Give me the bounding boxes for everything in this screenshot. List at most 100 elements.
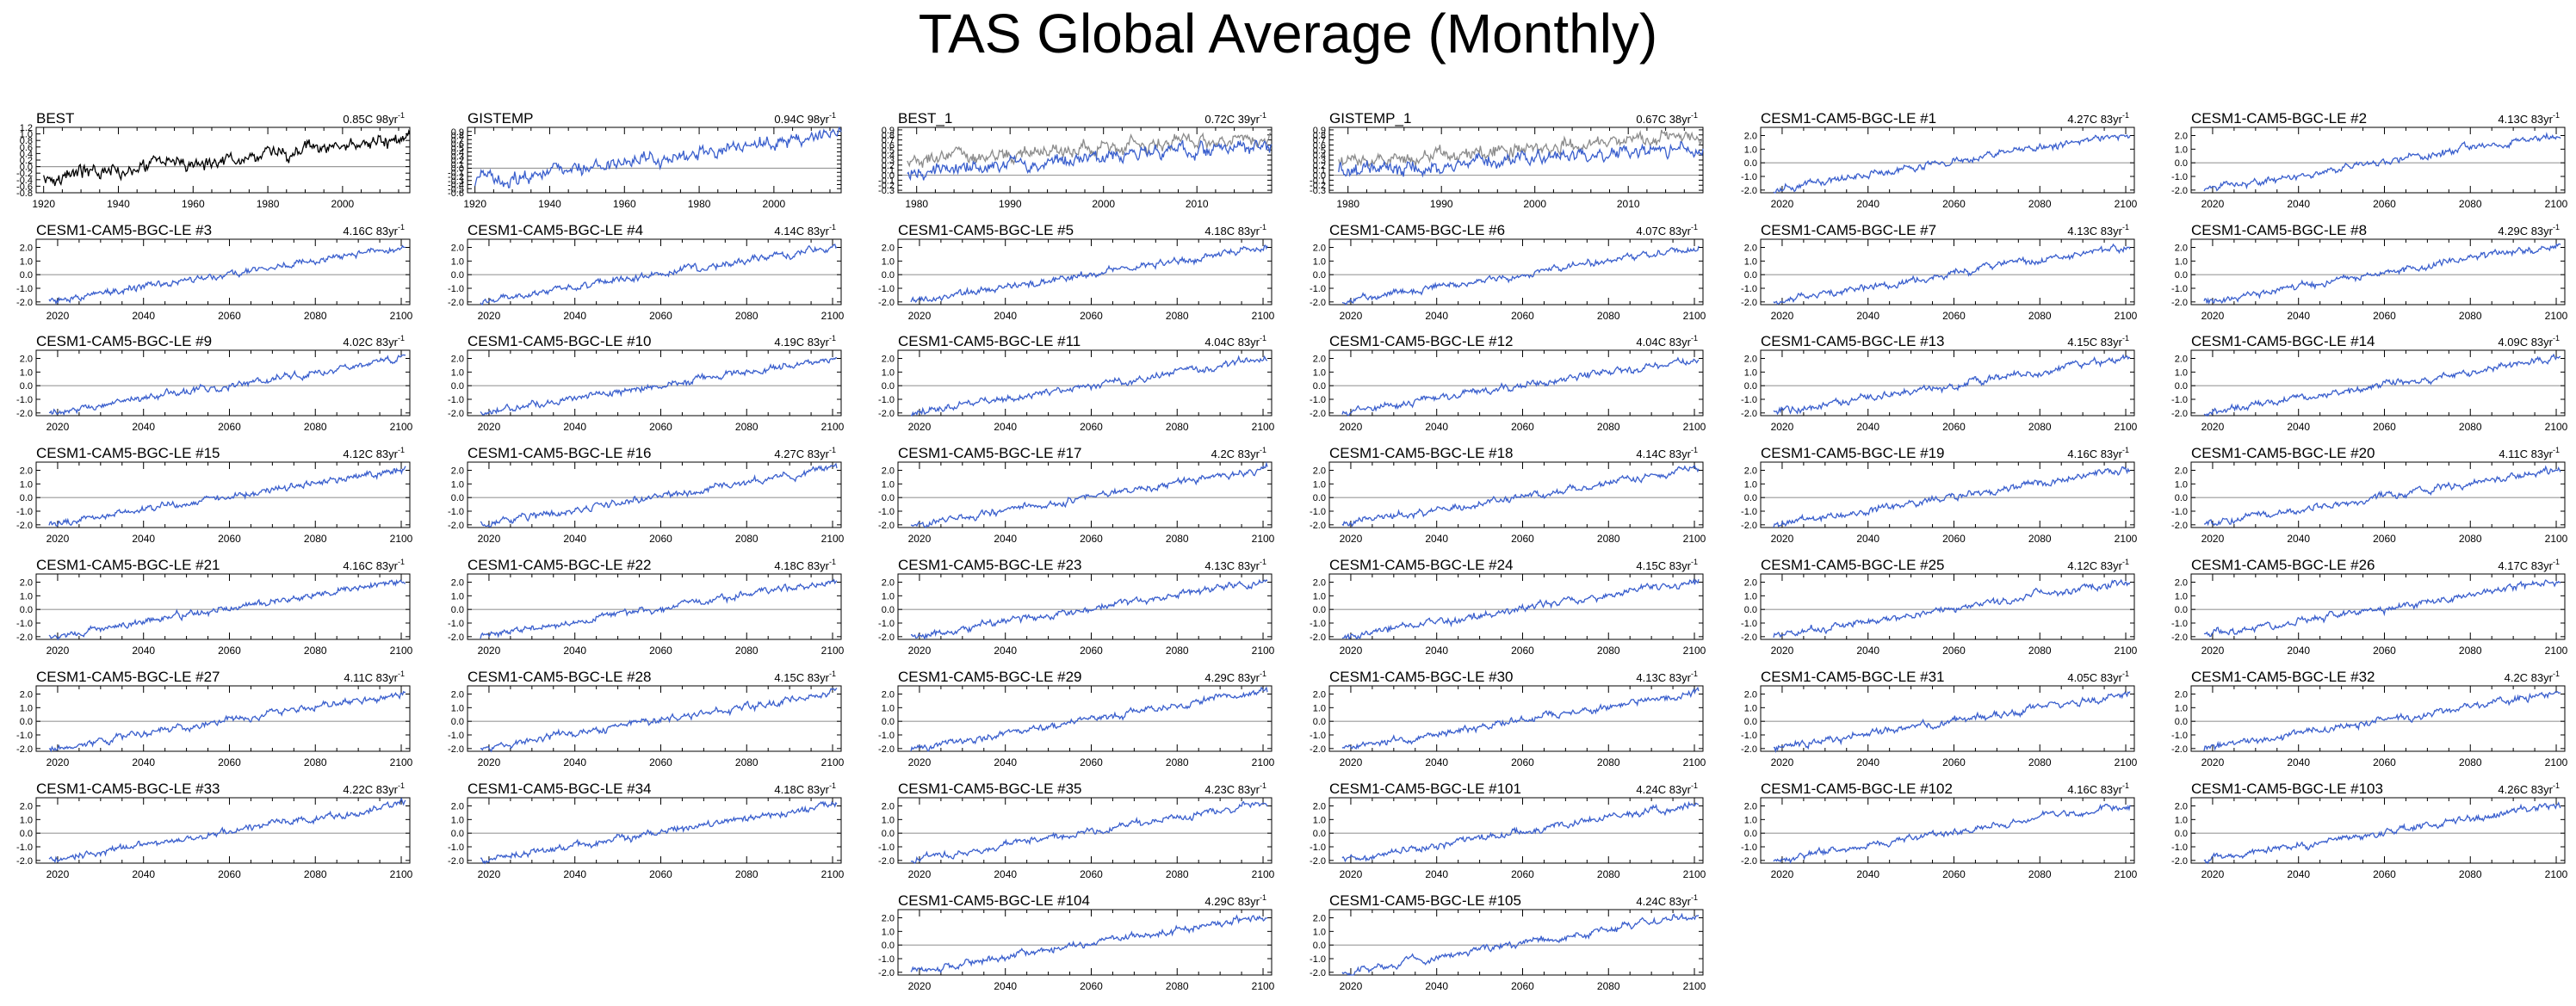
x-tick-label: 2010 xyxy=(1186,198,1209,210)
plot-frame xyxy=(2190,461,2566,528)
x-tick-label: 2020 xyxy=(908,310,932,322)
x-tick-label: 2020 xyxy=(2201,868,2225,880)
plot-frame xyxy=(35,573,411,640)
x-tick-label: 2060 xyxy=(1942,533,1966,545)
trend-label: 4.13C 83yr-1 xyxy=(1636,670,1698,684)
series-line xyxy=(1773,354,2131,416)
x-tick-label: 2080 xyxy=(2459,868,2482,880)
y-tick-label: -2.0 xyxy=(16,744,33,755)
panel-28: CESM1-CAM5-BGC-LE #24 4.15C 83yr-1 -2.0 -1.… xyxy=(1310,557,1706,657)
y-tick-label: -0.3 xyxy=(1310,186,1326,196)
panel-title: CESM1-CAM5-BGC-LE #35 xyxy=(898,781,1082,797)
x-tick-label: 2060 xyxy=(1942,310,1966,322)
y-tick-label: 0.3 xyxy=(451,151,464,162)
y-tick-label: 1.0 xyxy=(451,591,464,602)
panel-title: CESM1-CAM5-BGC-LE #27 xyxy=(36,669,220,685)
panel-10: CESM1-CAM5-BGC-LE #6 4.07C 83yr-1 -2.0 -1.0… xyxy=(1310,222,1706,322)
y-tick-label: 0.6 xyxy=(451,139,464,150)
x-tick-label: 2080 xyxy=(1597,756,1620,768)
y-tick-label: 0.0 xyxy=(882,829,895,839)
y-tick-label: -1.0 xyxy=(448,284,464,294)
panel-title: GISTEMP_1 xyxy=(1329,110,1411,127)
y-tick-label: 2.0 xyxy=(20,244,33,254)
y-tick-label: 0.2 xyxy=(20,156,33,166)
panel-7: CESM1-CAM5-BGC-LE #3 4.16C 83yr-1 -2.0 -1.0… xyxy=(16,222,413,322)
panel-40: CESM1-CAM5-BGC-LE #101 4.24C 83yr-1 -2.0 -1… xyxy=(1310,781,1706,880)
y-tick-label: -2.0 xyxy=(448,409,464,419)
trend-label: 0.94C 98yr-1 xyxy=(774,111,836,126)
x-tick-label: 1990 xyxy=(999,198,1022,210)
x-tick-label: 2060 xyxy=(218,868,241,880)
panel-33: CESM1-CAM5-BGC-LE #29 4.29C 83yr-1 -2.0 -1.… xyxy=(878,669,1275,768)
plot-frame xyxy=(897,127,1273,194)
trend-label: 4.05C 83yr-1 xyxy=(2067,670,2129,684)
y-tick-label: 0.0 xyxy=(2175,158,2188,169)
plot-frame xyxy=(897,461,1273,528)
x-tick-label: 2040 xyxy=(132,533,155,545)
y-tick-label: -1.0 xyxy=(16,284,33,294)
x-tick-label: 2020 xyxy=(478,645,501,657)
x-tick-label: 2020 xyxy=(1340,533,1363,545)
y-tick-label: -2.0 xyxy=(878,856,895,867)
y-tick-label: -1.0 xyxy=(448,395,464,405)
x-tick-label: 2020 xyxy=(2201,756,2225,768)
panel-14: CESM1-CAM5-BGC-LE #10 4.19C 83yr-1 -2.0 -1.… xyxy=(448,333,845,433)
x-tick-label: 2040 xyxy=(1425,868,1448,880)
x-tick-label: 1920 xyxy=(32,198,55,210)
y-tick-label: 0.0 xyxy=(451,717,464,727)
x-tick-label: 2100 xyxy=(2115,421,2138,433)
trend-label: 4.11C 83yr-1 xyxy=(2499,446,2560,460)
series-line xyxy=(48,244,406,306)
y-tick-label: -1.0 xyxy=(1741,619,1757,629)
y-tick-label: 2.0 xyxy=(882,355,895,365)
y-tick-label: 0.0 xyxy=(1313,270,1326,281)
x-tick-label: 2060 xyxy=(1080,533,1103,545)
y-tick-label: 1.0 xyxy=(1744,703,1757,713)
panel-25: CESM1-CAM5-BGC-LE #21 4.16C 83yr-1 -2.0 -1.… xyxy=(16,557,413,657)
y-tick-label: -2.0 xyxy=(1310,744,1326,755)
x-tick-label: 2060 xyxy=(2373,868,2396,880)
panel-2: GISTEMP 0.94C 98yr-1 -0.6-0.5-0.4-0.3-0.2-… xyxy=(448,110,842,210)
panel-title: CESM1-CAM5-BGC-LE #34 xyxy=(468,781,652,797)
y-tick-label: 1.0 xyxy=(20,591,33,602)
x-tick-label: 2060 xyxy=(1511,756,1534,768)
plot-frame xyxy=(1760,573,2135,640)
x-tick-label: 2060 xyxy=(1942,421,1966,433)
y-tick-label: 2.0 xyxy=(20,802,33,812)
y-tick-label: 1.0 xyxy=(451,815,464,825)
panel-title: CESM1-CAM5-BGC-LE #29 xyxy=(898,669,1082,685)
y-tick-label: 2.0 xyxy=(1744,466,1757,477)
panel-13: CESM1-CAM5-BGC-LE #9 4.02C 83yr-1 -2.0 -1.0… xyxy=(16,333,413,433)
panel-title: CESM1-CAM5-BGC-LE #2 xyxy=(2191,110,2367,127)
x-tick-label: 2060 xyxy=(649,533,672,545)
y-tick-label: -0.1 xyxy=(448,168,464,178)
x-tick-label: 2080 xyxy=(1166,533,1189,545)
y-tick-label: 0.7 xyxy=(882,136,895,146)
trend-label: 4.27C 83yr-1 xyxy=(2067,111,2129,126)
x-tick-label: 2100 xyxy=(2115,310,2138,322)
plot-frame xyxy=(1328,573,1704,640)
y-tick-label: 1.0 xyxy=(882,591,895,602)
plot-frame xyxy=(35,797,411,864)
plot-frame xyxy=(467,797,842,864)
panel-19: CESM1-CAM5-BGC-LE #15 4.12C 83yr-1 -2.0 -1.… xyxy=(16,445,413,545)
trend-label: 4.15C 83yr-1 xyxy=(1636,558,1698,572)
y-tick-label: -1.0 xyxy=(1310,731,1326,741)
series-line xyxy=(480,688,838,753)
x-tick-label: 2060 xyxy=(2373,645,2396,657)
y-tick-label: 2.0 xyxy=(2175,578,2188,589)
x-tick-label: 2080 xyxy=(1597,980,1620,992)
y-tick-label: 2.0 xyxy=(20,690,33,700)
y-tick-label: 0.0 xyxy=(1313,381,1326,392)
panel-title: CESM1-CAM5-BGC-LE #102 xyxy=(1761,781,1953,797)
panel-title: CESM1-CAM5-BGC-LE #23 xyxy=(898,557,1082,573)
series-line xyxy=(1338,140,1704,178)
x-tick-label: 2080 xyxy=(1166,645,1189,657)
y-tick-label: 1.0 xyxy=(451,256,464,267)
y-tick-label: 0.0 xyxy=(2175,493,2188,503)
y-tick-label: 0.0 xyxy=(2175,270,2188,281)
plot-frame xyxy=(467,238,842,306)
y-tick-label: 0.0 xyxy=(451,270,464,281)
y-tick-label: 0.0 xyxy=(1744,493,1757,503)
x-tick-label: 2100 xyxy=(2545,198,2568,210)
